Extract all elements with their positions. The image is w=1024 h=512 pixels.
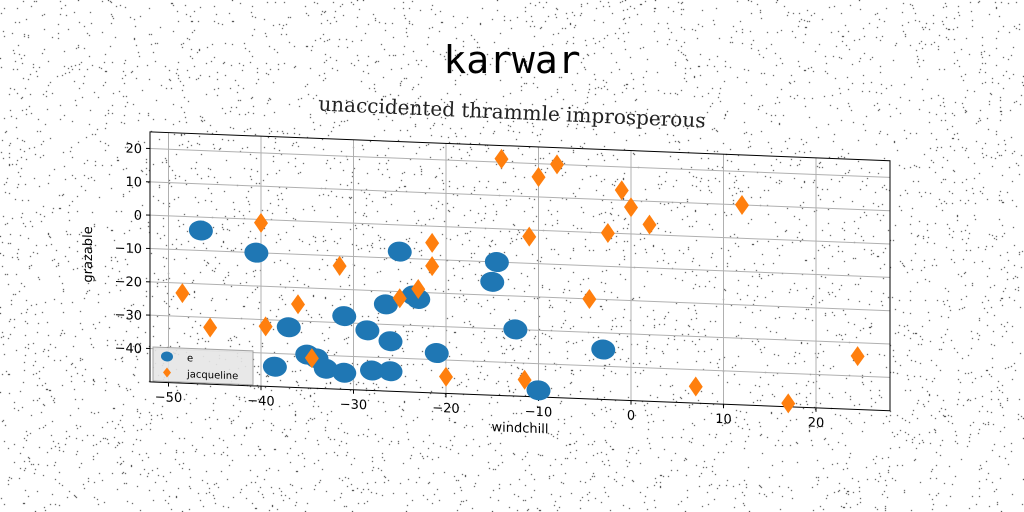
point-e bbox=[387, 241, 412, 262]
y-ticks: −40 −30 −20 −10 0 10 20 bbox=[115, 142, 150, 357]
grid-line-y bbox=[150, 248, 890, 278]
y-axis-label: grazable bbox=[81, 226, 96, 283]
point-jacqueline bbox=[494, 148, 509, 169]
y-tick-label: −20 bbox=[115, 274, 142, 290]
x-tick-label: −40 bbox=[247, 394, 274, 410]
point-e bbox=[262, 356, 287, 377]
grid-line-y bbox=[150, 214, 890, 245]
x-tick-label: −30 bbox=[340, 397, 367, 413]
point-e bbox=[503, 319, 528, 340]
x-tick-label: 0 bbox=[627, 408, 635, 423]
point-e bbox=[591, 339, 616, 360]
y-tick-label: −30 bbox=[115, 308, 142, 324]
point-jacqueline bbox=[550, 154, 564, 175]
point-jacqueline bbox=[304, 348, 319, 369]
x-tick-label: −10 bbox=[525, 404, 552, 420]
grid-line-y bbox=[150, 281, 890, 312]
point-e bbox=[313, 358, 338, 379]
point-jacqueline bbox=[850, 346, 865, 367]
x-ticks: −50 −40 −30 −20 −10 0 10 20 bbox=[155, 382, 824, 431]
point-e bbox=[526, 380, 551, 401]
point-jacqueline bbox=[781, 393, 796, 414]
point-e bbox=[188, 220, 213, 241]
point-e bbox=[378, 361, 403, 382]
legend: e jacqueline bbox=[152, 346, 254, 386]
point-e bbox=[480, 271, 505, 292]
point-jacqueline bbox=[600, 223, 615, 244]
y-tick-label: −40 bbox=[115, 341, 142, 357]
plot-frame bbox=[149, 131, 891, 412]
point-e bbox=[332, 306, 357, 327]
point-e bbox=[378, 331, 403, 352]
point-jacqueline bbox=[203, 317, 218, 338]
grid-line-y bbox=[150, 348, 890, 378]
point-jacqueline bbox=[411, 278, 426, 299]
point-jacqueline bbox=[642, 214, 657, 235]
point-jacqueline bbox=[517, 369, 532, 390]
point-jacqueline bbox=[439, 366, 453, 387]
point-jacqueline bbox=[531, 167, 546, 188]
point-e bbox=[424, 343, 449, 364]
point-jacqueline bbox=[425, 256, 440, 277]
point-jacqueline bbox=[522, 226, 537, 247]
y-tick-label: 20 bbox=[125, 142, 142, 158]
point-jacqueline bbox=[392, 288, 407, 309]
x-tick-label: −20 bbox=[432, 401, 459, 417]
x-axis-label: windchill bbox=[492, 420, 549, 437]
point-e bbox=[244, 242, 269, 263]
point-e bbox=[332, 362, 357, 383]
legend-marker-e bbox=[161, 351, 173, 362]
legend-marker-jacqueline bbox=[163, 367, 171, 378]
x-tick-label: 20 bbox=[808, 416, 825, 432]
legend-box bbox=[152, 346, 254, 386]
y-tick-label: 0 bbox=[134, 209, 142, 224]
point-e bbox=[360, 360, 384, 381]
data-marks bbox=[175, 148, 865, 414]
y-tick-label: −10 bbox=[115, 241, 142, 257]
grid-line-y bbox=[150, 148, 890, 178]
point-jacqueline bbox=[582, 288, 597, 309]
point-jacqueline bbox=[688, 376, 703, 397]
legend-label-e: e bbox=[187, 353, 193, 364]
point-jacqueline bbox=[624, 197, 638, 218]
x-tick-label: −50 bbox=[155, 390, 182, 406]
point-jacqueline bbox=[332, 255, 347, 276]
point-e bbox=[484, 252, 509, 273]
point-jacqueline bbox=[425, 232, 440, 253]
grid-line-y bbox=[150, 181, 890, 212]
point-e bbox=[373, 294, 398, 315]
y-tick-label: 10 bbox=[125, 175, 142, 191]
point-jacqueline bbox=[291, 294, 305, 315]
point-e bbox=[355, 320, 380, 341]
x-tick-label: 10 bbox=[715, 412, 732, 428]
grid bbox=[150, 132, 890, 408]
point-e bbox=[276, 317, 301, 338]
legend-label-jacqueline: jacqueline bbox=[186, 369, 238, 382]
chart-title: karwar bbox=[443, 38, 581, 82]
point-jacqueline bbox=[258, 316, 273, 337]
point-jacqueline bbox=[614, 180, 629, 201]
point-jacqueline bbox=[735, 194, 749, 215]
point-jacqueline bbox=[175, 283, 190, 304]
point-jacqueline bbox=[254, 212, 268, 233]
